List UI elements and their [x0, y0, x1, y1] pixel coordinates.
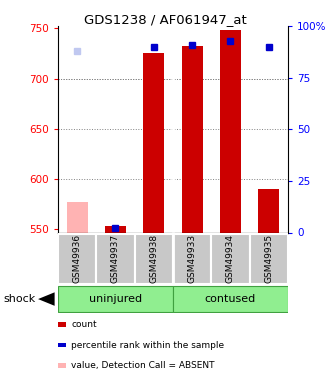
Polygon shape	[38, 292, 55, 306]
Bar	[67, 202, 88, 232]
Text: GSM49933: GSM49933	[188, 234, 197, 284]
FancyBboxPatch shape	[58, 286, 173, 312]
Text: count: count	[71, 320, 97, 329]
Bar	[182, 46, 203, 232]
Text: GSM49934: GSM49934	[226, 234, 235, 283]
Bar	[258, 189, 279, 232]
Text: GSM49936: GSM49936	[72, 234, 82, 284]
Bar	[220, 30, 241, 232]
Text: uninjured: uninjured	[89, 294, 142, 304]
FancyBboxPatch shape	[96, 234, 135, 284]
Text: value, Detection Call = ABSENT: value, Detection Call = ABSENT	[71, 361, 215, 370]
Text: shock: shock	[3, 294, 35, 304]
Text: contused: contused	[205, 294, 256, 304]
Text: GSM49937: GSM49937	[111, 234, 120, 284]
FancyBboxPatch shape	[250, 234, 288, 284]
Bar	[105, 226, 126, 232]
FancyBboxPatch shape	[211, 234, 250, 284]
Bar	[143, 53, 164, 232]
FancyBboxPatch shape	[135, 234, 173, 284]
Text: GSM49935: GSM49935	[264, 234, 273, 284]
FancyBboxPatch shape	[173, 234, 211, 284]
Text: percentile rank within the sample: percentile rank within the sample	[71, 340, 224, 350]
FancyBboxPatch shape	[173, 286, 288, 312]
Text: GSM49938: GSM49938	[149, 234, 158, 284]
Text: GDS1238 / AF061947_at: GDS1238 / AF061947_at	[84, 13, 247, 26]
FancyBboxPatch shape	[58, 234, 96, 284]
